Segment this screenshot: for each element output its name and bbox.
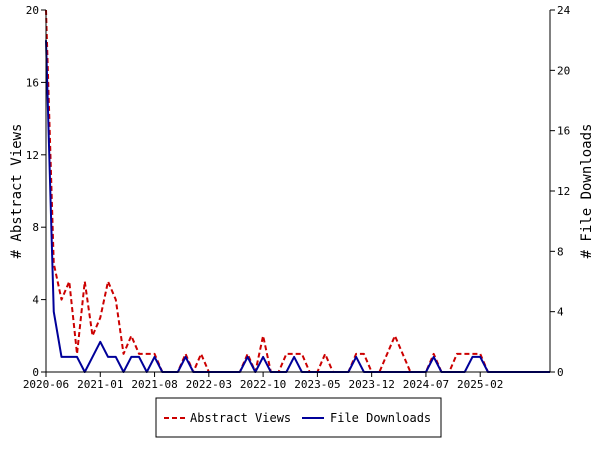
legend: Abstract Views File Downloads: [155, 397, 442, 438]
y-tick-label-left: 0: [32, 366, 39, 379]
x-tick-label: 2025-02: [457, 378, 503, 391]
x-tick-label: 2023-12: [348, 378, 394, 391]
x-tick-label: 2022-10: [240, 378, 286, 391]
axes: 0 4 8 12 16 20 0 4 8 12 16 20 24 2020-06 2021-01 2021-0…: [23, 4, 571, 391]
legend-label-file-downloads: File Downloads: [330, 411, 431, 425]
y-tick-label-left: 12: [26, 149, 39, 162]
y-tick-label-right: 8: [557, 245, 564, 258]
x-tick-label: 2021-08: [131, 378, 177, 391]
x-tick-label: 2020-06: [23, 378, 69, 391]
y-tick-label-right: 16: [557, 125, 570, 138]
legend-box: [155, 397, 442, 438]
y-tick-label-right: 20: [557, 64, 570, 77]
y-tick-label-right: 12: [557, 185, 570, 198]
y-tick-label-left: 20: [26, 4, 39, 17]
y-tick-label-right: 24: [557, 4, 571, 17]
x-tick-label: 2024-07: [403, 378, 449, 391]
series-line-file-downloads: [45, 40, 550, 373]
y-axis-title-left: # Abstract Views: [9, 124, 25, 259]
y-tick-label-left: 4: [32, 294, 39, 307]
legend-label-abstract-views: Abstract Views: [190, 411, 291, 425]
y-tick-label-right: 4: [557, 306, 564, 319]
y-axis-title-right: # File Downloads: [579, 124, 595, 259]
y-tick-label-left: 8: [32, 221, 39, 234]
x-tick-label: 2022-03: [186, 378, 232, 391]
plot-area: [45, 9, 550, 373]
series-line-abstract-views: [45, 9, 550, 373]
y-tick-label-right: 0: [557, 366, 564, 379]
y-tick-label-left: 16: [26, 76, 39, 89]
x-tick-label: 2021-01: [77, 378, 123, 391]
x-tick-label: 2023-05: [294, 378, 340, 391]
